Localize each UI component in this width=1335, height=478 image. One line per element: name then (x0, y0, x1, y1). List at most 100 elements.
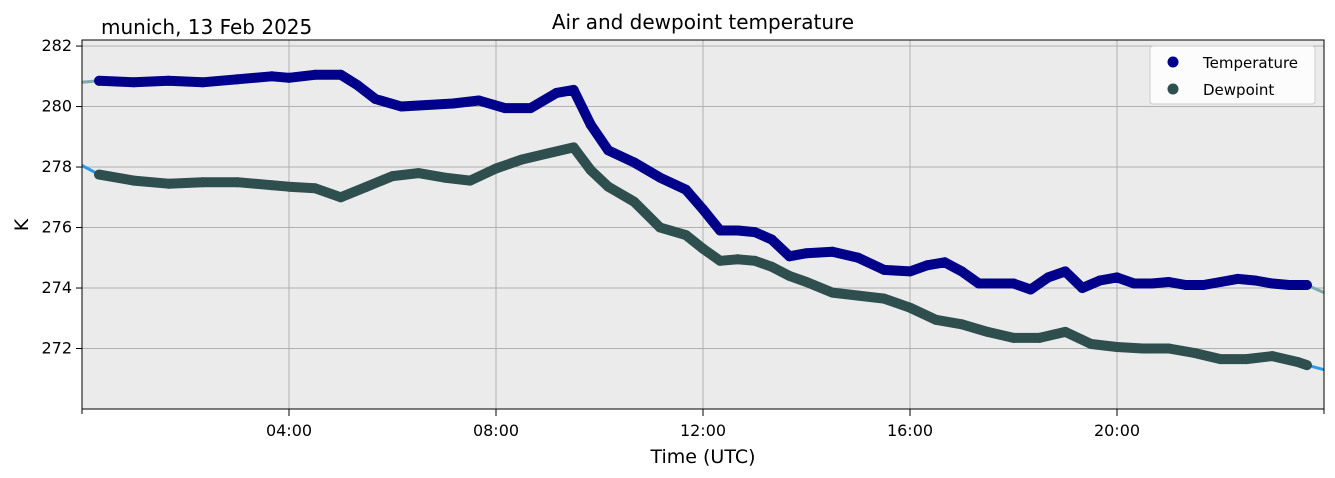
dewpoint-point (128, 175, 139, 186)
grid-lines (82, 40, 1324, 409)
temperature-point (568, 84, 579, 95)
temperature-point (715, 225, 726, 236)
temperature-point (585, 119, 596, 130)
temperature-point (422, 100, 433, 110)
dewpoint-point (94, 169, 105, 180)
temperature-point (473, 95, 484, 106)
dewpoint-point (1163, 343, 1174, 354)
temperature-point (94, 75, 105, 86)
dewpoint-point (585, 165, 596, 176)
dewpoint-point (1060, 326, 1071, 337)
dewpoint-point (930, 314, 941, 325)
dewpoint-point (1301, 360, 1312, 371)
temperature-point (1008, 278, 1019, 289)
dewpoint-point (1267, 351, 1278, 362)
temperature-point (128, 77, 139, 88)
dewpoint-point (232, 177, 243, 188)
dewpoint-point (387, 171, 398, 182)
temperature-point (335, 69, 346, 80)
dewpoint-point (1034, 332, 1045, 343)
dewpoint-point (1086, 339, 1097, 349)
dewpoint-point (491, 163, 501, 174)
temperature-point (939, 257, 950, 268)
dewpoint-point (284, 181, 294, 192)
dewpoint-point (827, 287, 838, 298)
dewpoint-point (361, 181, 372, 192)
temperature-point (1112, 272, 1122, 283)
temperature-point (784, 251, 795, 262)
temperature-point (1163, 277, 1174, 287)
temperature-point (352, 80, 363, 91)
temperature-point (1094, 275, 1105, 286)
dewpoint-point (516, 154, 527, 165)
temperature-point (1146, 278, 1157, 289)
legend-label-dewpoint: Dewpoint (1203, 81, 1274, 99)
temperature-point (922, 260, 933, 271)
temperature-point (284, 72, 294, 83)
temperature-point (1301, 280, 1312, 290)
legend-marker-temperature (1167, 56, 1179, 68)
temperature-point (680, 184, 691, 195)
temperature-point (766, 234, 777, 245)
temperature-point (801, 248, 812, 259)
dewpoint-point (732, 254, 743, 265)
dewpoint-point (715, 255, 726, 266)
temperature-point (1025, 284, 1036, 295)
temperature-point (309, 69, 320, 80)
series-markers (94, 69, 1312, 371)
temperature-point (266, 71, 277, 82)
x-tick-label: 08:00 (473, 421, 519, 440)
y-tick-label: 278 (41, 157, 72, 176)
temperature-point (973, 278, 984, 289)
temperature-point (1060, 266, 1071, 277)
dewpoint-point (1137, 343, 1148, 354)
chart-subtitle: munich, 13 Feb 2025 (101, 15, 312, 39)
dewpoint-point (413, 168, 424, 179)
dewpoint-point (853, 290, 864, 301)
dewpoint-point (905, 302, 915, 313)
x-tick-label: 04:00 (266, 421, 312, 440)
dewpoint-point (629, 196, 640, 207)
temperature-point (197, 77, 208, 88)
y-tick-label: 272 (41, 339, 72, 358)
dewpoint-point (197, 177, 208, 188)
temperature-point (879, 264, 890, 275)
dewpoint-point (465, 175, 476, 186)
dewpoint-point (603, 181, 614, 192)
dewpoint-point (655, 222, 665, 233)
temperature-point (1043, 272, 1054, 283)
y-axis-title: K (11, 218, 33, 231)
temperature-point (1215, 277, 1226, 287)
y-tick-label: 274 (41, 278, 72, 297)
temperature-point (525, 103, 536, 114)
legend-label-temperature: Temperature (1202, 54, 1298, 72)
dewpoint-point (335, 192, 346, 203)
dewpoint-point (766, 261, 777, 272)
legend: Temperature Dewpoint (1149, 45, 1316, 105)
dewpoint-point (266, 180, 277, 191)
temperature-point (163, 75, 174, 86)
temperature-point (1284, 280, 1295, 290)
temperature-point (551, 87, 562, 98)
legend-box (1149, 45, 1316, 105)
dewpoint-point (1189, 348, 1200, 358)
temperature-point (827, 246, 838, 257)
temperature-point (732, 225, 743, 236)
temperature-point (956, 266, 967, 277)
dewpoint-point (784, 270, 795, 281)
temperature-marker-band (94, 69, 1312, 295)
temperature-point (1267, 278, 1278, 289)
temperature-point (905, 266, 915, 277)
x-tick-label: 16:00 (887, 421, 933, 440)
x-tick-label: 20:00 (1094, 421, 1140, 440)
temperature-point (1129, 278, 1140, 289)
dewpoint-point (698, 243, 708, 254)
x-tick-label: 12:00 (680, 421, 726, 440)
temperature-point (749, 227, 760, 238)
dewpoint-point (309, 183, 320, 194)
temperature-point (991, 278, 1002, 289)
temperature-point (603, 145, 614, 156)
dewpoint-point (163, 178, 174, 189)
temperature-point (396, 101, 407, 112)
temperature-point (655, 172, 665, 183)
